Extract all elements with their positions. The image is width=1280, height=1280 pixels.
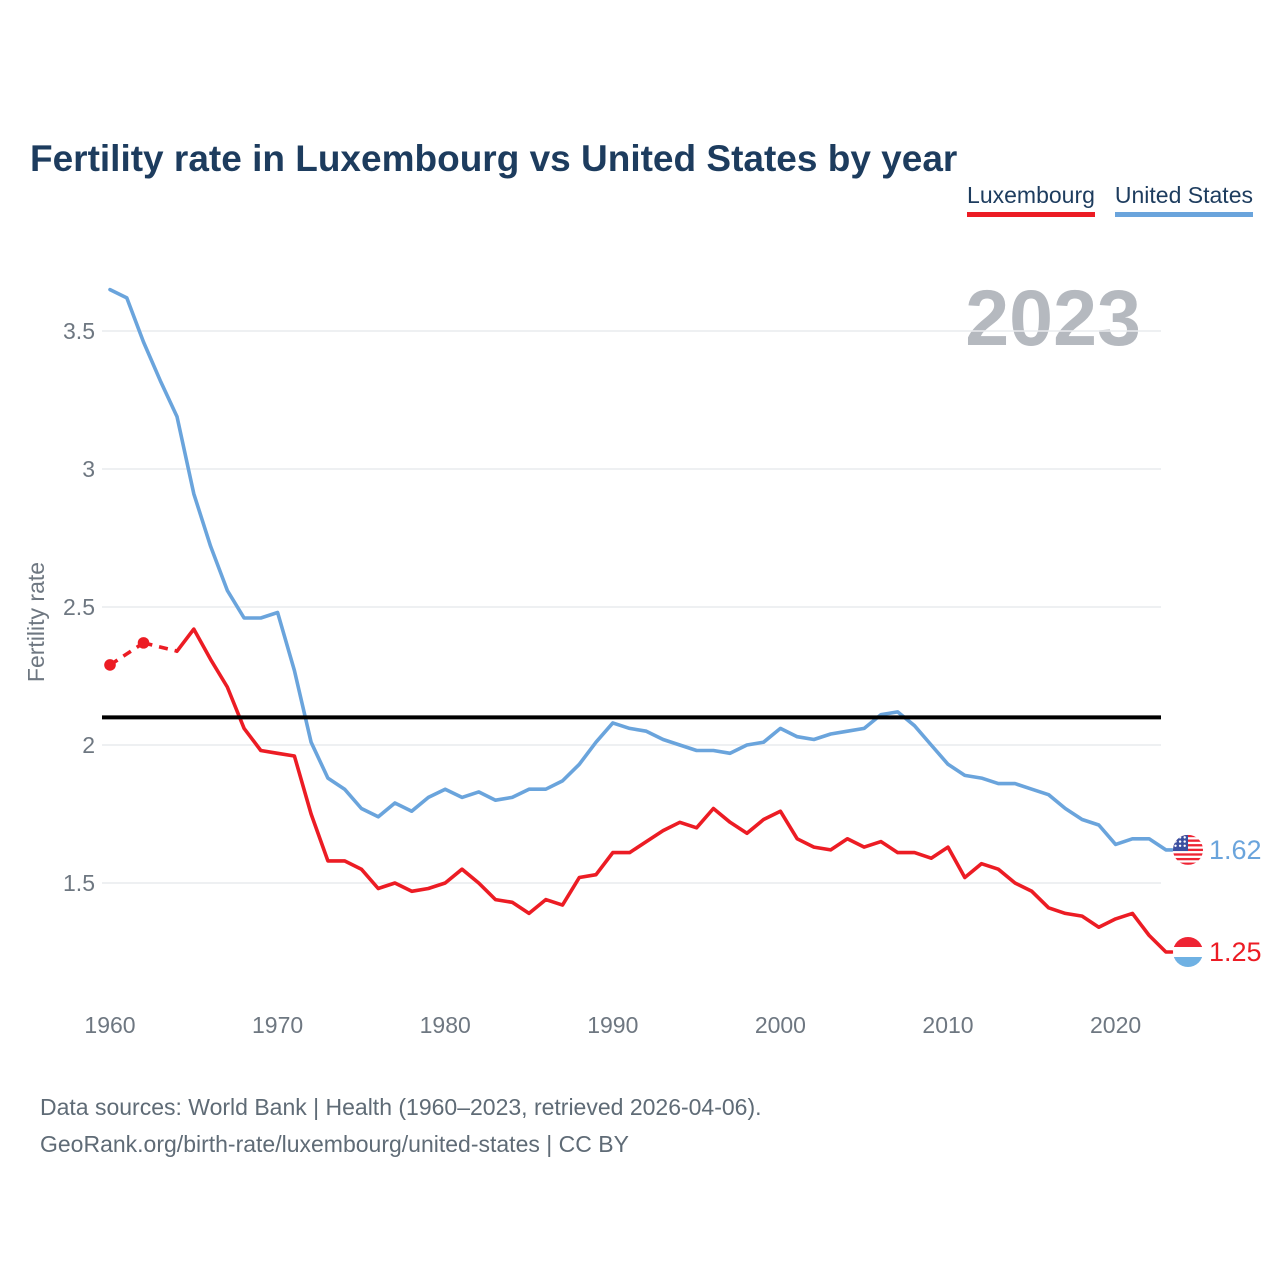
luxembourg-data-point	[137, 637, 150, 649]
chart-footer: Data sources: World Bank | Health (1960–…	[40, 1089, 1240, 1163]
legend: Luxembourg United States	[967, 182, 1253, 218]
luxembourg-dashed-line	[109, 641, 145, 667]
x-tick-label: 2000	[755, 1012, 806, 1038]
x-tick-label: 2020	[1090, 1012, 1141, 1038]
x-tick-label: 1960	[84, 1012, 135, 1038]
luxembourg-end-value: 1.25	[1209, 937, 1262, 967]
chart-title: Fertility rate in Luxembourg vs United S…	[30, 137, 958, 179]
y-tick-label: 1.5	[63, 870, 95, 896]
x-tick-label: 1970	[252, 1012, 303, 1038]
y-axis-label: Fertility rate	[23, 562, 49, 682]
data-sources-text: Data sources: World Bank | Health (1960–…	[40, 1094, 762, 1120]
x-tick-label: 1980	[420, 1012, 471, 1038]
luxembourg-line	[175, 627, 1174, 954]
y-tick-label: 2	[82, 732, 95, 758]
luxembourg-flag-icon	[1173, 937, 1203, 967]
x-tick-label: 1990	[587, 1012, 638, 1038]
united-states-line	[108, 287, 1174, 852]
y-tick-label: 3	[82, 456, 95, 482]
us-flag-icon	[1173, 834, 1203, 865]
legend-item-luxembourg[interactable]: Luxembourg	[967, 182, 1095, 218]
luxembourg-data-point	[104, 659, 116, 671]
legend-item-united-states[interactable]: United States	[1114, 182, 1253, 218]
y-tick-label: 3.5	[63, 318, 95, 344]
attribution-text: GeoRank.org/birth-rate/luxembourg/united…	[40, 1131, 629, 1157]
y-tick-label: 2.5	[63, 594, 95, 620]
watermark-year: 2023	[965, 273, 1141, 362]
united-states-end-value: 1.62	[1209, 835, 1262, 865]
x-tick-label: 2010	[922, 1012, 973, 1038]
